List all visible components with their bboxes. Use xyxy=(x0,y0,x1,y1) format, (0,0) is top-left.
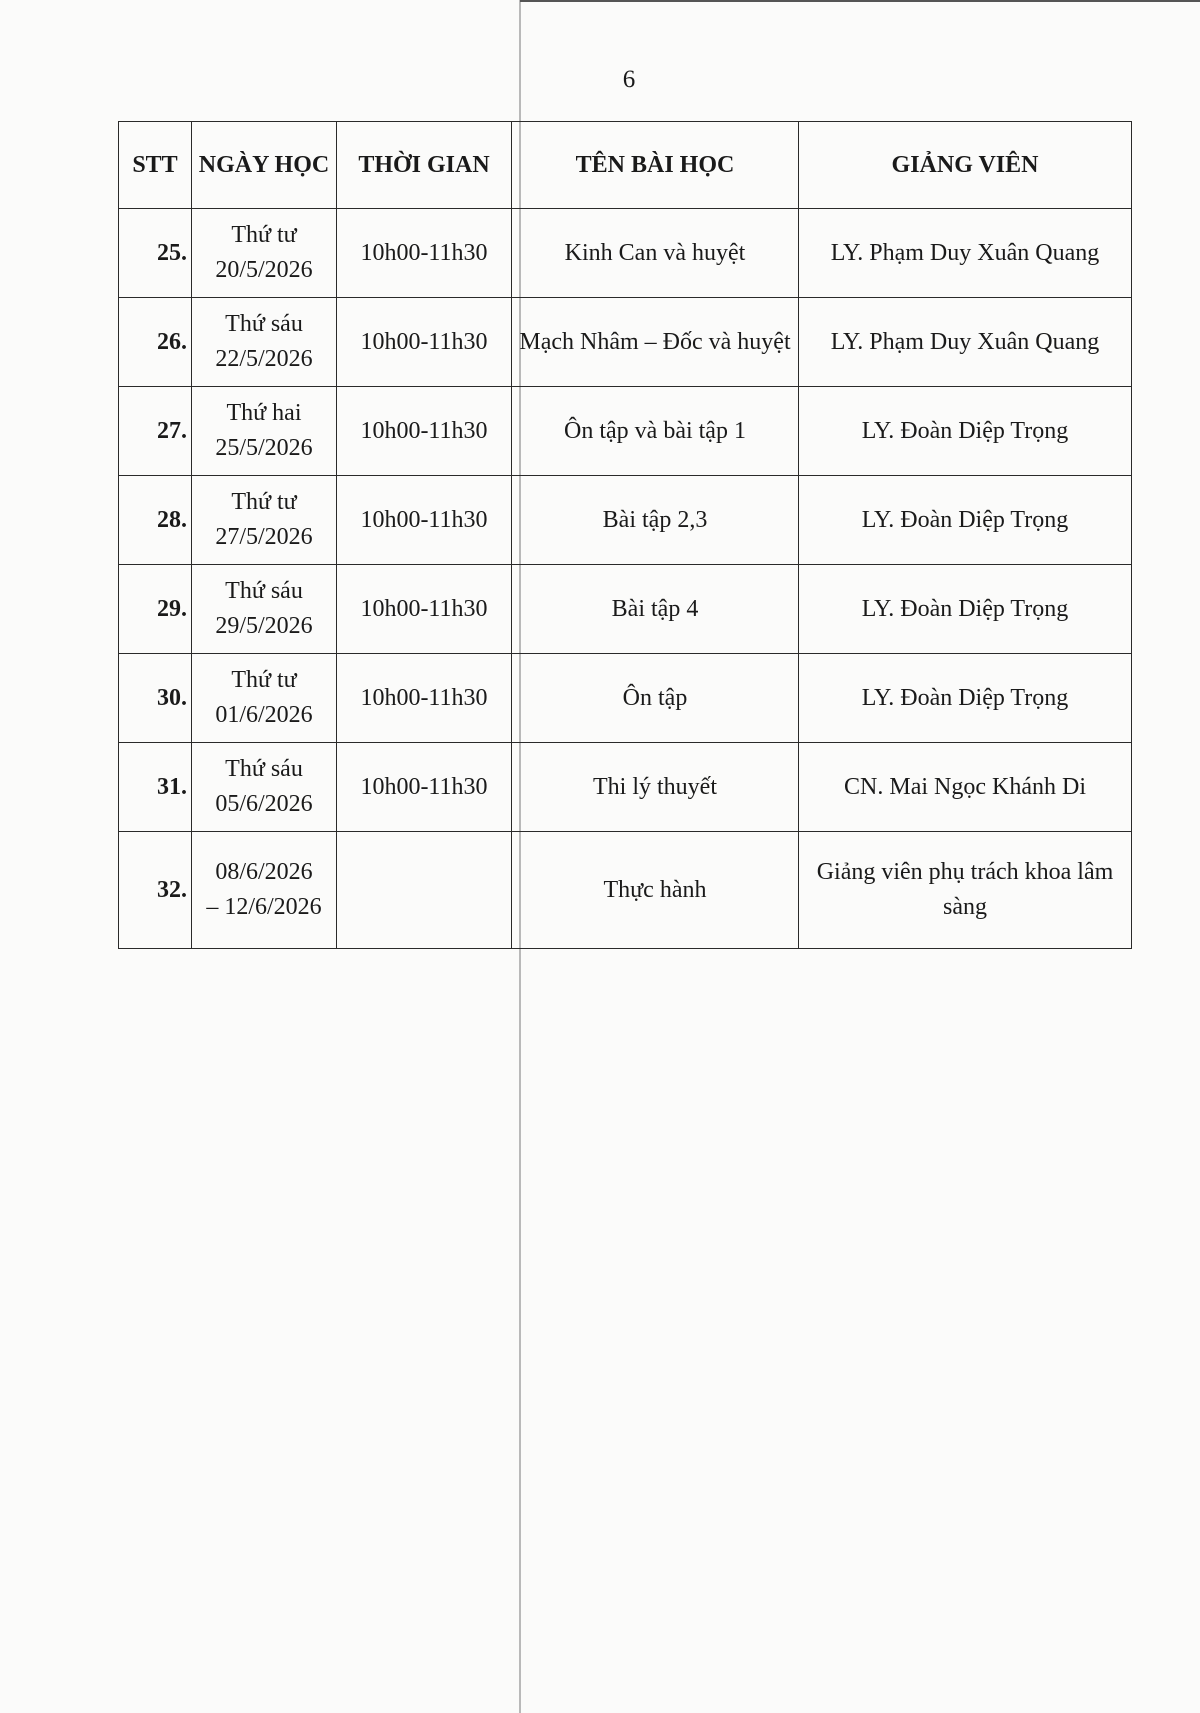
cell-time: 10h00-11h30 xyxy=(336,208,512,298)
cell-lecturer: LY. Đoàn Diệp Trọng xyxy=(798,564,1132,654)
cell-stt: 31. xyxy=(118,742,192,832)
day-text: Thứ hai xyxy=(226,400,302,427)
cell-lesson: Ôn tập xyxy=(511,653,799,743)
cell-stt: 32. xyxy=(118,831,192,949)
table-row: 28. Thứ tư 27/5/2026 10h00-11h30 Bài tập 2,3… xyxy=(118,475,1132,565)
date-text: 27/5/2026 xyxy=(215,524,313,550)
cell-stt: 28. xyxy=(118,475,192,565)
cell-lecturer: Giảng viên phụ trách khoa lâm sàng xyxy=(798,831,1132,949)
cell-date: Thứ sáu 05/6/2026 xyxy=(191,742,337,832)
cell-lecturer: LY. Phạm Duy Xuân Quang xyxy=(798,208,1132,298)
cell-lecturer: LY. Đoàn Diệp Trọng xyxy=(798,386,1132,476)
cell-lesson: Thi lý thuyết xyxy=(511,742,799,832)
day-text: Thứ tư xyxy=(231,222,297,249)
cell-time xyxy=(336,831,512,949)
header-lesson: TÊN BÀI HỌC xyxy=(511,121,799,209)
cell-stt: 30. xyxy=(118,653,192,743)
cell-lesson: Thực hành xyxy=(511,831,799,949)
table-row: 31. Thứ sáu 05/6/2026 10h00-11h30 Thi lý thu… xyxy=(118,742,1132,832)
cell-stt: 29. xyxy=(118,564,192,654)
table-row: 25. Thứ tư 20/5/2026 10h00-11h30 Kinh Can và… xyxy=(118,208,1132,298)
date-text: 05/6/2026 xyxy=(215,791,313,817)
cell-date: Thứ sáu 29/5/2026 xyxy=(191,564,337,654)
cell-date: Thứ tư 27/5/2026 xyxy=(191,475,337,565)
cell-stt: 25. xyxy=(118,208,192,298)
table-row: 30. Thứ tư 01/6/2026 10h00-11h30 Ôn tập LY. Đ… xyxy=(118,653,1132,743)
date-text: 25/5/2026 xyxy=(215,435,313,461)
cell-time: 10h00-11h30 xyxy=(336,742,512,832)
day-text: Thứ sáu xyxy=(225,311,303,338)
table-header-row: STT NGÀY HỌC THỜI GIAN TÊN BÀI HỌC GIẢNG… xyxy=(118,121,1132,209)
cell-lesson: Kinh Can và huyệt xyxy=(511,208,799,298)
date-text: 20/5/2026 xyxy=(215,257,313,283)
date-text: 29/5/2026 xyxy=(215,613,313,639)
cell-lecturer: CN. Mai Ngọc Khánh Di xyxy=(798,742,1132,832)
day-text: 08/6/2026 xyxy=(215,859,313,886)
cell-stt: 27. xyxy=(118,386,192,476)
cell-time: 10h00-11h30 xyxy=(336,475,512,565)
cell-lesson: Bài tập 4 xyxy=(511,564,799,654)
table-row: 26. Thứ sáu 22/5/2026 10h00-11h30 Mạch Nhâm … xyxy=(118,297,1132,387)
cell-lecturer: LY. Đoàn Diệp Trọng xyxy=(798,653,1132,743)
day-text: Thứ tư xyxy=(231,667,297,694)
header-lecturer: GIẢNG VIÊN xyxy=(798,121,1132,209)
day-text: Thứ tư xyxy=(231,489,297,516)
cell-lesson: Ôn tập và bài tập 1 xyxy=(511,386,799,476)
day-text: Thứ sáu xyxy=(225,578,303,605)
cell-date: Thứ tư 01/6/2026 xyxy=(191,653,337,743)
header-stt: STT xyxy=(118,121,192,209)
date-text: 22/5/2026 xyxy=(215,346,313,372)
cell-stt: 26. xyxy=(118,297,192,387)
day-text: Thứ sáu xyxy=(225,756,303,783)
schedule-table: STT NGÀY HỌC THỜI GIAN TÊN BÀI HỌC GIẢNG… xyxy=(118,121,1132,949)
cell-time: 10h00-11h30 xyxy=(336,564,512,654)
date-text: 01/6/2026 xyxy=(215,702,313,728)
cell-date: Thứ sáu 22/5/2026 xyxy=(191,297,337,387)
cell-time: 10h00-11h30 xyxy=(336,297,512,387)
cell-date: Thứ hai 25/5/2026 xyxy=(191,386,337,476)
header-time: THỜI GIAN xyxy=(336,121,512,209)
scan-edge-line xyxy=(520,0,1200,2)
page-number: 6 xyxy=(622,66,636,93)
cell-date: 08/6/2026 – 12/6/2026 xyxy=(191,831,337,949)
cell-lesson: Bài tập 2,3 xyxy=(511,475,799,565)
table-row: 27. Thứ hai 25/5/2026 10h00-11h30 Ôn tập và … xyxy=(118,386,1132,476)
header-date: NGÀY HỌC xyxy=(191,121,337,209)
cell-lecturer: LY. Đoàn Diệp Trọng xyxy=(798,475,1132,565)
cell-time: 10h00-11h30 xyxy=(336,386,512,476)
date-text: – 12/6/2026 xyxy=(206,894,322,920)
cell-lecturer: LY. Phạm Duy Xuân Quang xyxy=(798,297,1132,387)
cell-time: 10h00-11h30 xyxy=(336,653,512,743)
cell-lesson: Mạch Nhâm – Đốc và huyệt xyxy=(511,297,799,387)
cell-date: Thứ tư 20/5/2026 xyxy=(191,208,337,298)
table-row: 32. 08/6/2026 – 12/6/2026 Thực hành Giảng vi… xyxy=(118,831,1132,949)
